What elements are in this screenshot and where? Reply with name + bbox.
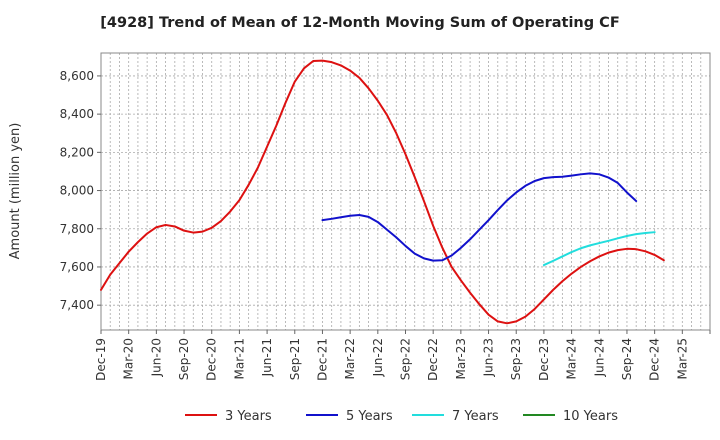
legend-label-0: 3 Years: [225, 409, 272, 424]
y-tick-label: 8,200: [60, 145, 94, 159]
x-tick-label: Mar-22: [343, 338, 357, 379]
legend-label-2: 7 Years: [452, 409, 499, 424]
y-tick-label: 8,600: [60, 69, 94, 83]
x-tick-label: Dec-19: [94, 338, 108, 381]
chart-title: [4928] Trend of Mean of 12-Month Moving …: [100, 15, 619, 31]
x-tick-label: Sep-20: [177, 338, 191, 380]
legend-label-1: 5 Years: [346, 409, 393, 424]
y-tick-label: 7,400: [60, 298, 94, 312]
y-axis-label: Amount (million yen): [8, 123, 23, 260]
series-lines: [100, 59, 665, 325]
x-tick-label: Mar-24: [565, 338, 579, 379]
x-tick-label: Dec-21: [315, 338, 329, 381]
x-tick-label: Jun-20: [149, 338, 163, 377]
x-tick-label: Sep-23: [509, 338, 523, 380]
x-tick-label: Dec-24: [648, 338, 662, 381]
x-tick-label: Mar-20: [122, 338, 136, 379]
x-tick-label: Jun-22: [371, 338, 385, 377]
y-axis: 7,400 7,600 7,800 8,000 8,200 8,400 8,600: [60, 69, 101, 312]
y-tick-label: 7,600: [60, 260, 94, 274]
series-line-0: [100, 59, 665, 325]
series-line-2: [542, 231, 656, 267]
x-tick-label: Mar-21: [232, 338, 246, 379]
x-tick-label: Sep-22: [399, 338, 413, 380]
x-axis: Dec-19 Mar-20 Jun-20 Sep-20 Dec-20 Mar-21 Jun-…: [94, 330, 711, 381]
x-tick-label: Sep-24: [620, 338, 634, 380]
x-tick-label: Mar-25: [675, 338, 689, 379]
x-tick-label: Jun-23: [482, 338, 496, 377]
x-tick-label: Jun-21: [260, 338, 274, 377]
x-tick-label: Dec-22: [426, 338, 440, 381]
legend: 3 Years 5 Years 7 Years 10 Years: [185, 409, 618, 424]
grid: [100, 53, 711, 330]
y-tick-label: 8,000: [60, 184, 94, 198]
x-tick-label: Sep-21: [288, 338, 302, 380]
x-tick-label: Mar-23: [454, 338, 468, 379]
legend-label-3: 10 Years: [563, 409, 618, 424]
y-tick-label: 8,400: [60, 107, 94, 121]
x-tick-label: Dec-20: [205, 338, 219, 381]
series-line-1: [321, 172, 638, 262]
x-tick-label: Dec-23: [537, 338, 551, 381]
y-tick-label: 7,800: [60, 222, 94, 236]
x-tick-label: Jun-24: [592, 338, 606, 377]
